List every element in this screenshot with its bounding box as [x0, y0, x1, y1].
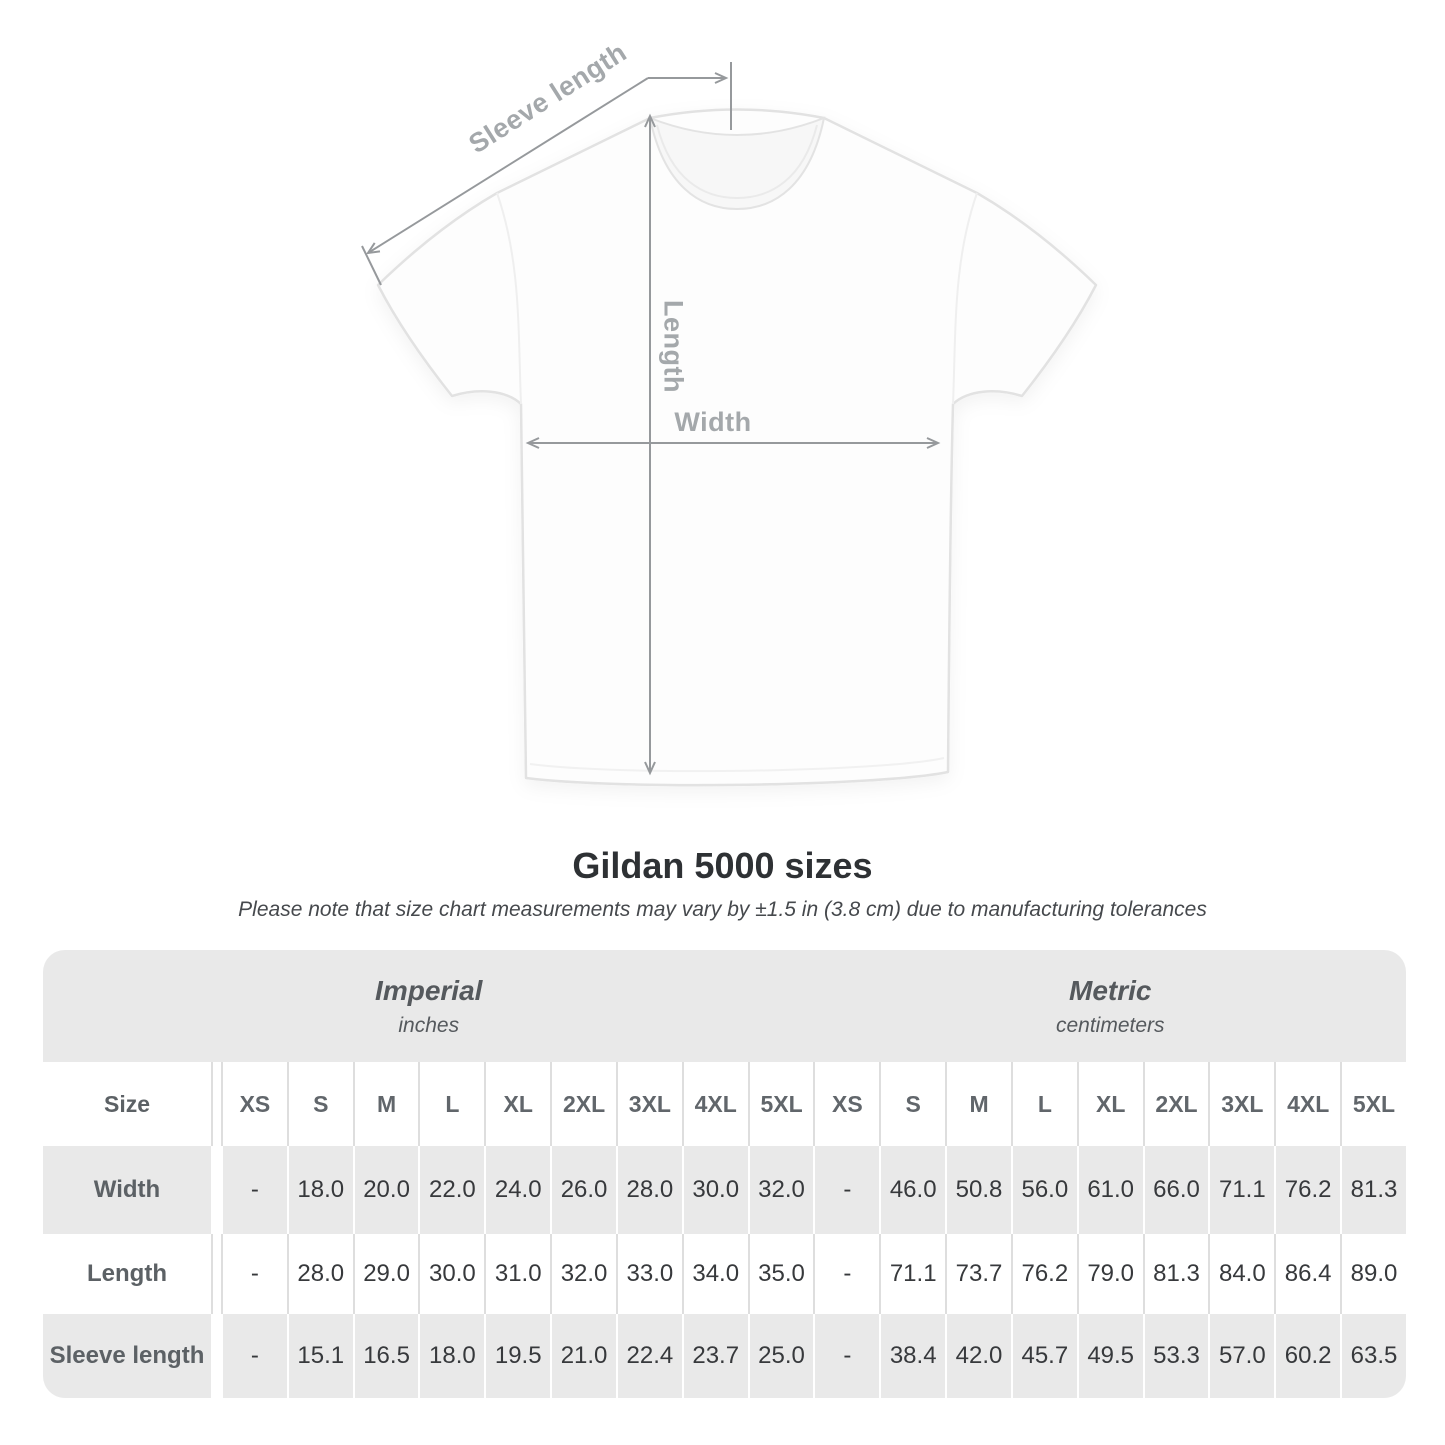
dimension-lines [361, 62, 941, 776]
unit-group-imperial: Imperial inches [43, 950, 815, 1062]
measurement-cell-imperial: 22.0 [418, 1146, 485, 1234]
measurement-cell-metric: 45.7 [1010, 1314, 1077, 1398]
measurement-cell-metric: - [813, 1146, 880, 1234]
measurement-cell-metric: 42.0 [945, 1314, 1011, 1398]
measurement-cell-imperial: 15.1 [286, 1314, 353, 1398]
measurement-cell-imperial: 32.0 [550, 1234, 616, 1314]
measurement-cell-metric: 76.2 [1010, 1234, 1077, 1314]
size-header-metric: XL [1076, 1062, 1143, 1146]
measurement-cell-imperial: 24.0 [484, 1146, 551, 1234]
unit-group-label: Metric [1069, 974, 1152, 1006]
measurement-cell-metric: 61.0 [1076, 1146, 1143, 1234]
measurement-cell-metric: 81.3 [1340, 1146, 1406, 1234]
measurement-cell-metric: 73.7 [945, 1234, 1011, 1314]
size-header-row: Size XS S M L XL 2XL 3XL 4XL 5XL XS S M L XL 2XL 3XL 4XL 5… [43, 1062, 1406, 1146]
unit-group-label: Imperial [375, 974, 483, 1006]
measurement-cell-imperial: 35.0 [747, 1234, 814, 1314]
size-header-metric: 3XL [1208, 1062, 1274, 1146]
measurement-cell-imperial: 28.0 [615, 1146, 682, 1234]
measurement-cell-imperial: 33.0 [615, 1234, 682, 1314]
measurement-cell-metric: 71.1 [879, 1234, 945, 1314]
measurement-cell-imperial: 20.0 [352, 1146, 419, 1234]
unit-group-sublabel: centimeters [1055, 1013, 1165, 1037]
measurement-cell-metric: 81.3 [1142, 1234, 1209, 1314]
size-header-imperial: 5XL [747, 1062, 814, 1146]
sleeve-length-line [365, 77, 649, 255]
size-table: Imperial inches Metric centimeters Size X… [43, 950, 1406, 1398]
measurement-cell-metric: - [813, 1234, 879, 1314]
measurement-cell-metric: - [813, 1314, 880, 1398]
measurement-cell-imperial: 30.0 [681, 1146, 748, 1234]
measurement-cell-imperial: 31.0 [484, 1234, 550, 1314]
measurement-cell-metric: 63.5 [1340, 1314, 1406, 1398]
page-title: Gildan 5000 sizes [572, 845, 873, 886]
measurement-cell-metric: 76.2 [1274, 1146, 1341, 1234]
measurement-cell-metric: 66.0 [1142, 1146, 1209, 1234]
measurement-cell-metric: 53.3 [1142, 1314, 1209, 1398]
size-header-imperial: XL [484, 1062, 550, 1146]
size-column-header: Size [43, 1062, 213, 1146]
measurement-cell-metric: 60.2 [1274, 1314, 1341, 1398]
tolerance-note: Please note that size chart measurements… [238, 898, 1207, 921]
measurement-cell-metric: 84.0 [1208, 1234, 1274, 1314]
measurement-cell-imperial: 29.0 [352, 1234, 419, 1314]
measurement-cell-imperial: 28.0 [286, 1234, 353, 1314]
measurement-cell-imperial: 19.5 [484, 1314, 551, 1398]
measurement-cell-imperial: 32.0 [747, 1146, 814, 1234]
unit-group-metric: Metric centimeters [815, 950, 1407, 1062]
size-header-metric: M [945, 1062, 1011, 1146]
measurement-cell-imperial: - [221, 1234, 287, 1314]
unit-group-sublabel: inches [398, 1013, 460, 1037]
measurement-cell-imperial: - [221, 1314, 287, 1398]
measurement-cell-imperial: 22.4 [615, 1314, 682, 1398]
measurement-cell-imperial: - [221, 1146, 287, 1234]
size-header-imperial: XS [221, 1062, 287, 1146]
collar [648, 116, 826, 211]
size-header-imperial: S [286, 1062, 353, 1146]
size-header-metric: 2XL [1142, 1062, 1209, 1146]
unit-header-band: Imperial inches Metric centimeters [43, 950, 1406, 1062]
measurement-cell-metric: 38.4 [879, 1314, 946, 1398]
size-header-metric: S [879, 1062, 945, 1146]
measurement-cell-imperial: 18.0 [418, 1314, 485, 1398]
measurement-cell-imperial: 25.0 [747, 1314, 814, 1398]
row-label: Width [43, 1146, 213, 1234]
tshirt-measurement-diagram: Sleeve length Length Width [361, 37, 1098, 787]
table-row-sleeve-length: Sleeve length -15.1 16.5 18.0 19.5 21.0 22.4 23… [43, 1314, 1406, 1398]
width-label: Width [674, 407, 752, 437]
measurement-cell-metric: 79.0 [1076, 1234, 1143, 1314]
measurement-cell-metric: 89.0 [1340, 1234, 1406, 1314]
measurement-cell-metric: 50.8 [945, 1146, 1011, 1234]
size-header-metric: 5XL [1340, 1062, 1406, 1146]
measurement-cell-imperial: 18.0 [286, 1146, 353, 1234]
size-header-imperial: 4XL [681, 1062, 748, 1146]
table-row-length: Length -28.0 29.0 30.0 31.0 32.0 33.0 34.0 35.0-… [43, 1234, 1406, 1314]
measurement-cell-imperial: 16.5 [352, 1314, 419, 1398]
size-header-imperial: M [352, 1062, 419, 1146]
size-header-metric: XS [813, 1062, 879, 1146]
measurement-cell-metric: 71.1 [1208, 1146, 1275, 1234]
measurement-cell-imperial: 23.7 [681, 1314, 748, 1398]
length-label: Length [658, 300, 689, 393]
size-header-imperial: 2XL [550, 1062, 616, 1146]
measurement-cell-imperial: 30.0 [418, 1234, 484, 1314]
measurement-cell-imperial: 26.0 [550, 1146, 616, 1234]
measurement-cell-metric: 49.5 [1076, 1314, 1143, 1398]
measurement-cell-metric: 46.0 [879, 1146, 946, 1234]
row-label: Sleeve length [43, 1314, 213, 1398]
row-label: Length [43, 1234, 213, 1314]
size-header-imperial: 3XL [615, 1062, 682, 1146]
tshirt-shape [376, 108, 1098, 787]
measurement-cell-metric: 57.0 [1208, 1314, 1275, 1398]
size-header-metric: 4XL [1274, 1062, 1340, 1146]
table-row-width: Width -18.0 20.0 22.0 24.0 26.0 28.0 30.0 32.0-4… [43, 1146, 1406, 1234]
tshirt-illustration [361, 62, 1098, 787]
size-header-imperial: L [418, 1062, 484, 1146]
measurement-cell-metric: 56.0 [1010, 1146, 1077, 1234]
size-header-metric: L [1010, 1062, 1077, 1146]
measurement-cell-metric: 86.4 [1274, 1234, 1340, 1314]
measurement-cell-imperial: 21.0 [550, 1314, 616, 1398]
measurement-cell-imperial: 34.0 [681, 1234, 748, 1314]
